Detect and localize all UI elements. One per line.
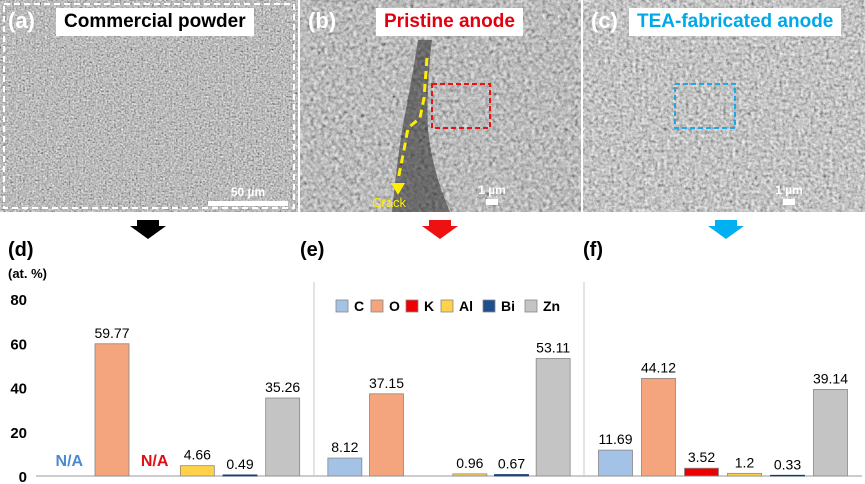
y-tick-label: 0	[19, 469, 27, 484]
scale-bar-label-c: 1 µm	[775, 183, 803, 197]
na-label: N/A	[141, 453, 169, 470]
bar-c	[598, 449, 633, 477]
bar-al	[452, 473, 488, 477]
data-label: 44.12	[641, 359, 676, 375]
panel-title-b: Pristine anode	[376, 8, 523, 36]
na-label: N/A	[56, 453, 84, 470]
data-label: 4.66	[184, 447, 211, 463]
composition-chart: (at. %) 0 20 40 60 80 (d) (e) (f) N/A 59.77 N/A 4.6…	[8, 220, 862, 484]
data-label: 53.11	[536, 339, 570, 355]
panel-title-c: TEA-fabricated anode	[629, 8, 842, 36]
crack-region	[392, 40, 450, 212]
data-label: 0.33	[774, 456, 801, 472]
scale-bar-b	[486, 199, 498, 205]
dashed-frame	[3, 3, 295, 209]
zoom-region-b	[431, 83, 491, 129]
down-arrow-icon	[708, 220, 744, 239]
y-tick-label: 20	[10, 425, 27, 442]
sem-image-commercial-powder: (a) 50 µm Commercial powder	[0, 0, 298, 212]
legend-swatch-c	[335, 299, 349, 313]
data-label: 0.67	[498, 456, 525, 472]
scale-bar-label-b: 1 µm	[478, 183, 506, 197]
group-label: (f)	[583, 239, 603, 261]
panel-letter-c: (c)	[591, 8, 618, 33]
data-label: 1.2	[735, 454, 755, 470]
data-label: 8.12	[331, 439, 358, 455]
data-label: 0.96	[456, 455, 483, 471]
down-arrow-icon	[130, 220, 166, 239]
y-tick-label: 60	[10, 336, 27, 353]
bar-o	[94, 343, 130, 477]
crack-path	[396, 57, 429, 181]
legend-label-zn: Zn	[543, 298, 560, 314]
bar-zn	[813, 389, 848, 477]
data-label: 11.69	[599, 431, 633, 447]
legend-label-k: K	[424, 298, 434, 314]
scale-bar-a	[208, 201, 288, 206]
data-label: 59.77	[94, 325, 129, 341]
panel-letter-a: (a)	[8, 8, 35, 33]
bar-o	[369, 393, 404, 477]
bar-bi	[494, 474, 529, 477]
crack-label: Crack	[372, 195, 406, 210]
data-label: 3.52	[688, 449, 715, 465]
bar-zn	[265, 397, 301, 477]
y-axis-label: (at. %)	[8, 266, 47, 281]
legend-swatch-bi	[482, 299, 496, 313]
crack-arrow-icon	[391, 183, 405, 195]
data-label: 37.15	[369, 375, 404, 391]
panel-title-a: Commercial powder	[56, 8, 254, 36]
y-tick-label: 80	[10, 292, 27, 309]
legend-swatch-k	[405, 299, 419, 313]
sem-image-tea-anode: (c) 1 µm TEA-fabricated anode	[583, 0, 865, 212]
panel-letter-b: (b)	[308, 8, 336, 33]
legend-label-bi: Bi	[501, 298, 515, 314]
bar-c	[327, 457, 363, 477]
legend-swatch-al	[440, 299, 454, 313]
bar-al	[179, 465, 215, 477]
scale-bar-label-a: 50 µm	[231, 185, 265, 199]
group-label: (e)	[300, 239, 324, 261]
bar-zn	[535, 358, 571, 477]
legend-label-o: O	[389, 298, 400, 314]
bar-o	[641, 377, 676, 477]
bar-bi	[222, 474, 258, 477]
legend-swatch-o	[370, 299, 384, 313]
bar-bi	[770, 474, 805, 477]
down-arrow-icon	[422, 220, 458, 239]
data-label: 35.26	[265, 379, 300, 395]
legend-label-c: C	[354, 298, 364, 314]
sem-image-pristine-anode: Crack (b) 1 µm Pristine anode	[300, 0, 581, 212]
bar-al	[727, 472, 762, 477]
data-label: 39.14	[813, 370, 848, 386]
bar-k	[684, 467, 719, 477]
group-label: (d)	[8, 239, 34, 261]
zoom-region-c	[674, 83, 736, 129]
scale-bar-c	[783, 199, 795, 205]
legend-label-al: Al	[459, 298, 473, 314]
legend-swatch-zn	[524, 299, 538, 313]
y-tick-label: 40	[10, 381, 27, 398]
data-label: 0.49	[226, 456, 253, 472]
